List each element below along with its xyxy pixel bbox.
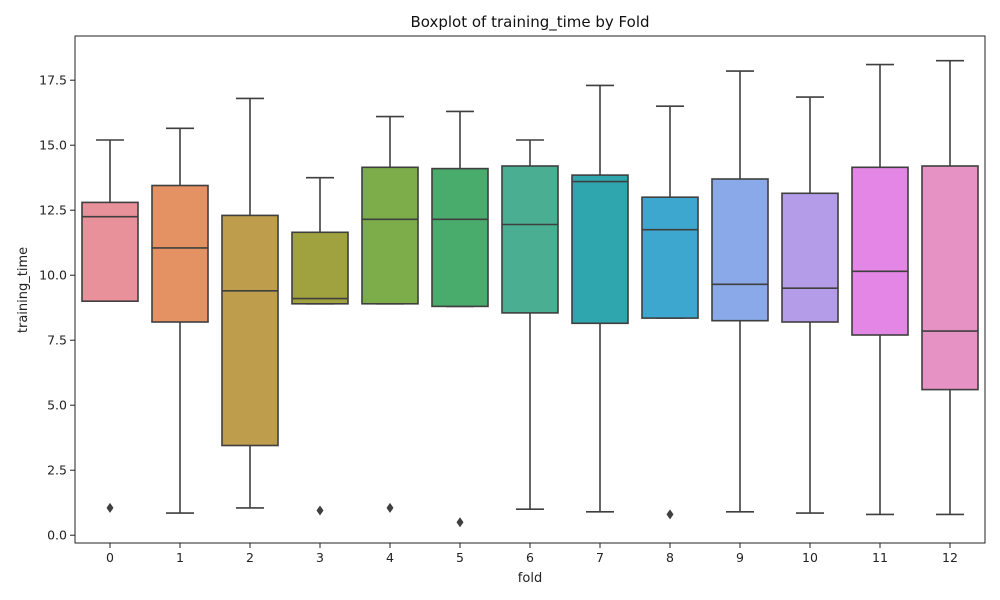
y-tick-label: 2.5 xyxy=(47,463,67,478)
outlier-point xyxy=(456,517,464,528)
x-tick-label: 4 xyxy=(386,550,394,565)
box-group xyxy=(221,97,279,509)
x-tick-label: 7 xyxy=(596,550,604,565)
box-body xyxy=(81,201,139,302)
x-tick-label: 9 xyxy=(736,550,744,565)
y-tick-label: 5.0 xyxy=(47,398,67,413)
x-axis-ticks: 0 1 2 3 4 5 6 7 8 9 10 11 12 xyxy=(106,543,958,565)
x-tick-label: 12 xyxy=(942,550,958,565)
outlier-point xyxy=(386,502,394,513)
chart-title: Boxplot of training_time by Fold xyxy=(410,13,649,32)
y-tick-label: 12.5 xyxy=(39,203,67,218)
outlier-point xyxy=(106,502,114,513)
box-body xyxy=(151,184,209,323)
box-group xyxy=(781,96,839,514)
x-tick-label: 8 xyxy=(666,550,674,565)
box-group xyxy=(571,84,629,513)
outlier-point xyxy=(316,505,324,516)
box-body xyxy=(431,167,489,308)
y-axis-label: training_time xyxy=(16,247,31,333)
box-body xyxy=(641,196,699,319)
boxes-layer xyxy=(81,59,979,528)
box-group xyxy=(361,115,419,513)
box-group xyxy=(291,176,349,516)
box-group xyxy=(711,70,769,513)
box-group xyxy=(501,139,559,511)
y-tick-label: 17.5 xyxy=(39,73,67,88)
x-axis-label: fold xyxy=(518,571,542,586)
x-tick-label: 5 xyxy=(456,550,464,565)
outlier-point xyxy=(666,509,674,520)
box-body xyxy=(571,174,629,325)
box-group xyxy=(431,110,489,528)
box-body xyxy=(501,165,559,314)
x-tick-label: 3 xyxy=(316,550,324,565)
x-tick-label: 10 xyxy=(802,550,818,565)
y-tick-label: 7.5 xyxy=(47,333,67,348)
x-tick-label: 1 xyxy=(176,550,184,565)
box-group xyxy=(921,59,979,516)
box-body xyxy=(291,231,349,305)
box-body xyxy=(221,214,279,447)
box-body xyxy=(921,165,979,391)
y-axis-ticks: 0.0 2.5 5.0 7.5 10.0 12.5 15.0 17.5 xyxy=(39,73,75,543)
x-tick-label: 6 xyxy=(526,550,534,565)
box-body xyxy=(711,178,769,322)
box-body xyxy=(781,192,839,323)
y-tick-label: 15.0 xyxy=(39,138,67,153)
box-group xyxy=(641,105,699,520)
x-tick-label: 0 xyxy=(106,550,114,565)
box-group xyxy=(81,139,139,513)
box-body xyxy=(851,166,909,336)
x-tick-label: 11 xyxy=(872,550,888,565)
y-tick-label: 0.0 xyxy=(47,528,67,543)
x-tick-label: 2 xyxy=(246,550,254,565)
plot-area-frame xyxy=(74,35,986,544)
box-group xyxy=(851,63,909,516)
y-tick-label: 10.0 xyxy=(39,268,67,283)
box-body xyxy=(361,166,419,305)
box-group xyxy=(151,127,209,514)
